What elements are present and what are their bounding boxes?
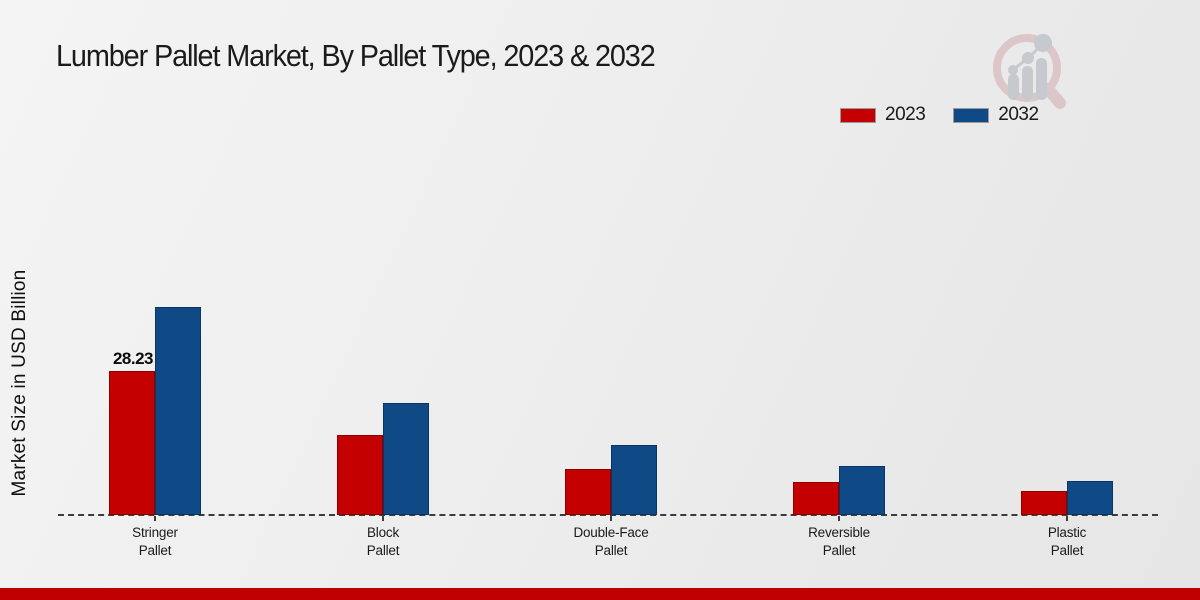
bar-2032-double-face-pallet — [611, 445, 657, 515]
brand-logo-magnifier-chart-icon — [993, 34, 1066, 109]
logo-bar-mid — [1022, 66, 1033, 100]
x-tick-label-reversible-pallet: Reversible Pallet — [808, 525, 870, 559]
bar-2023-block-pallet — [337, 435, 383, 515]
bar-2023-plastic-pallet — [1021, 491, 1067, 515]
legend-swatch-2023 — [840, 107, 876, 123]
chart-title: Lumber Pallet Market, By Pallet Type, 20… — [56, 38, 656, 73]
x-axis-tick — [1066, 516, 1068, 521]
logo-dot-1 — [1008, 65, 1018, 75]
x-axis-tick — [838, 516, 840, 521]
logo-bar-tall — [1036, 58, 1047, 100]
x-axis-baseline — [58, 514, 1158, 516]
legend-item-2023: 2023 — [840, 104, 926, 126]
legend-swatch-2032 — [953, 107, 990, 123]
logo-dot-3 — [1034, 34, 1052, 52]
bar-value-label: 28.23 — [112, 349, 154, 368]
bar-2023-stringer-pallet — [109, 371, 155, 515]
bar-2023-reversible-pallet — [793, 482, 839, 515]
x-tick-label-double-face-pallet: Double-Face Pallet — [573, 525, 649, 559]
legend-label-2032: 2032 — [998, 104, 1039, 125]
bar-2032-reversible-pallet — [839, 466, 885, 515]
bar-2032-plastic-pallet — [1067, 481, 1113, 515]
x-axis-tick — [154, 516, 156, 521]
legend: 2023 2032 — [840, 104, 1039, 126]
x-axis-tick — [382, 516, 384, 521]
x-axis-tick — [610, 516, 612, 521]
logo-bar-short — [1008, 74, 1019, 100]
x-tick-label-plastic-pallet: Plastic Pallet — [1047, 525, 1087, 559]
logo-dot-2 — [1022, 52, 1034, 64]
x-tick-label-block-pallet: Block Pallet — [366, 525, 400, 559]
bar-2032-block-pallet — [383, 403, 429, 515]
bar-2032-stringer-pallet — [155, 307, 201, 515]
footer-accent-bar — [0, 588, 1200, 600]
x-tick-label-stringer-pallet: Stringer Pallet — [132, 525, 178, 559]
legend-item-2032: 2032 — [953, 104, 1039, 126]
bar-2023-double-face-pallet — [565, 469, 611, 515]
magnifier-handle — [1042, 83, 1066, 109]
legend-label-2023: 2023 — [885, 104, 926, 125]
